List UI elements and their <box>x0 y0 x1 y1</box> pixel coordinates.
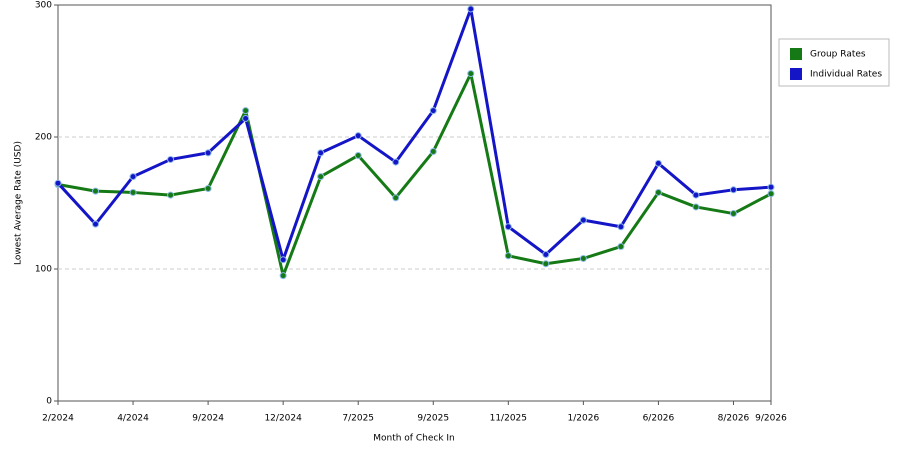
data-point <box>204 184 212 192</box>
data-point <box>317 149 325 157</box>
data-point <box>92 187 100 195</box>
data-point <box>129 188 137 196</box>
x-tick-label: 9/2025 <box>417 414 449 424</box>
data-point <box>579 216 587 224</box>
legend-swatch <box>790 68 802 80</box>
data-point <box>242 115 250 123</box>
data-point <box>242 107 250 115</box>
data-point <box>279 256 287 264</box>
data-point <box>354 151 362 159</box>
y-tick-label: 200 <box>35 133 52 143</box>
data-point <box>429 107 437 115</box>
data-point <box>392 158 400 166</box>
plot-frame <box>57 4 772 402</box>
data-point <box>579 254 587 262</box>
x-tick-label: 9/2026 <box>755 414 787 424</box>
x-tick-label: 4/2024 <box>117 414 149 424</box>
data-point <box>429 148 437 156</box>
legend-label: Individual Rates <box>810 70 882 80</box>
x-axis-label: Month of Check In <box>373 434 455 444</box>
data-point <box>729 210 737 218</box>
x-tick-label: 8/2026 <box>718 414 750 424</box>
series-line <box>57 72 772 278</box>
data-point <box>654 159 662 167</box>
data-point <box>279 272 287 280</box>
data-point <box>129 173 137 181</box>
data-point <box>767 183 775 191</box>
x-tick-label: 12/2024 <box>264 414 302 424</box>
data-point <box>692 203 700 211</box>
x-tick-label: 2/2024 <box>42 414 74 424</box>
y-tick-label: 300 <box>35 1 52 11</box>
data-point <box>467 70 475 78</box>
legend: Group Rates Individual Rates <box>778 38 890 87</box>
x-tick-label: 9/2024 <box>192 414 224 424</box>
legend-swatch <box>790 48 802 60</box>
x-tick-label: 6/2026 <box>643 414 675 424</box>
y-axis-label: Lowest Average Rate (USD) <box>14 141 24 265</box>
legend-label: Group Rates <box>810 50 866 60</box>
x-tick-label: 7/2025 <box>342 414 374 424</box>
y-tick-label: 100 <box>35 265 52 275</box>
data-point <box>542 260 550 268</box>
data-point <box>617 223 625 231</box>
data-point <box>467 5 475 13</box>
data-point <box>317 173 325 181</box>
data-point <box>392 194 400 202</box>
x-tick-label: 11/2025 <box>490 414 527 424</box>
data-point <box>167 191 175 199</box>
data-point <box>54 179 62 187</box>
y-tick-label: 0 <box>46 397 52 407</box>
data-point <box>92 220 100 228</box>
data-point <box>167 155 175 163</box>
data-point <box>542 250 550 258</box>
data-point <box>767 190 775 198</box>
series-line <box>56 7 772 262</box>
data-point <box>504 223 512 231</box>
data-point <box>504 252 512 260</box>
data-point <box>692 191 700 199</box>
data-point <box>654 188 662 196</box>
data-point <box>354 132 362 140</box>
x-tick-label: 1/2026 <box>568 414 600 424</box>
data-point <box>729 186 737 194</box>
data-point <box>617 243 625 251</box>
data-point <box>204 149 212 157</box>
